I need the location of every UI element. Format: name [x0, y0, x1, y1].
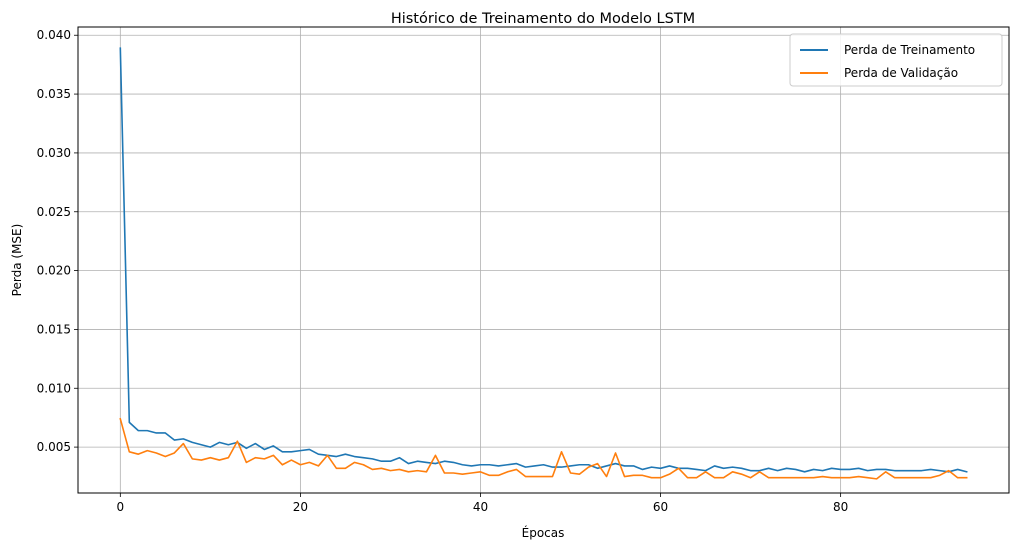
- x-tick-label: 40: [473, 500, 488, 514]
- y-tick-label: 0.025: [37, 205, 71, 219]
- y-tick-label: 0.030: [37, 146, 71, 160]
- plot-area-frame: [77, 26, 1010, 494]
- y-tick-label: 0.035: [37, 87, 71, 101]
- x-axis-ticks: 0 20 40 60 80: [116, 493, 848, 514]
- legend-box: [789, 33, 1003, 87]
- x-tick-label: 80: [833, 500, 848, 514]
- x-tick-label: 0: [116, 500, 124, 514]
- legend: Perda de Treinamento Perda de Validação: [789, 33, 1003, 87]
- y-tick-label: 0.005: [37, 440, 71, 454]
- grid-lines: [78, 27, 1009, 493]
- y-axis-ticks: 0.005 0.010 0.015 0.020 0.025 0.030 0.035 0.040: [37, 28, 78, 454]
- y-axis-label: Perda (MSE): [10, 224, 24, 297]
- legend-label-validation: Perda de Validação: [844, 66, 958, 80]
- series-line-training: [119, 47, 968, 473]
- plot-series: [119, 47, 968, 480]
- chart-title: Histórico de Treinamento do Modelo LSTM: [391, 11, 695, 27]
- x-tick-label: 20: [293, 500, 308, 514]
- series-line-validation: [119, 417, 968, 480]
- legend-label-training: Perda de Treinamento: [844, 43, 975, 57]
- x-axis-label: Épocas: [522, 525, 565, 540]
- y-tick-label: 0.040: [37, 28, 71, 42]
- y-tick-label: 0.020: [37, 264, 71, 278]
- y-tick-label: 0.010: [37, 381, 71, 395]
- x-tick-label: 60: [653, 500, 668, 514]
- y-tick-label: 0.015: [37, 322, 71, 336]
